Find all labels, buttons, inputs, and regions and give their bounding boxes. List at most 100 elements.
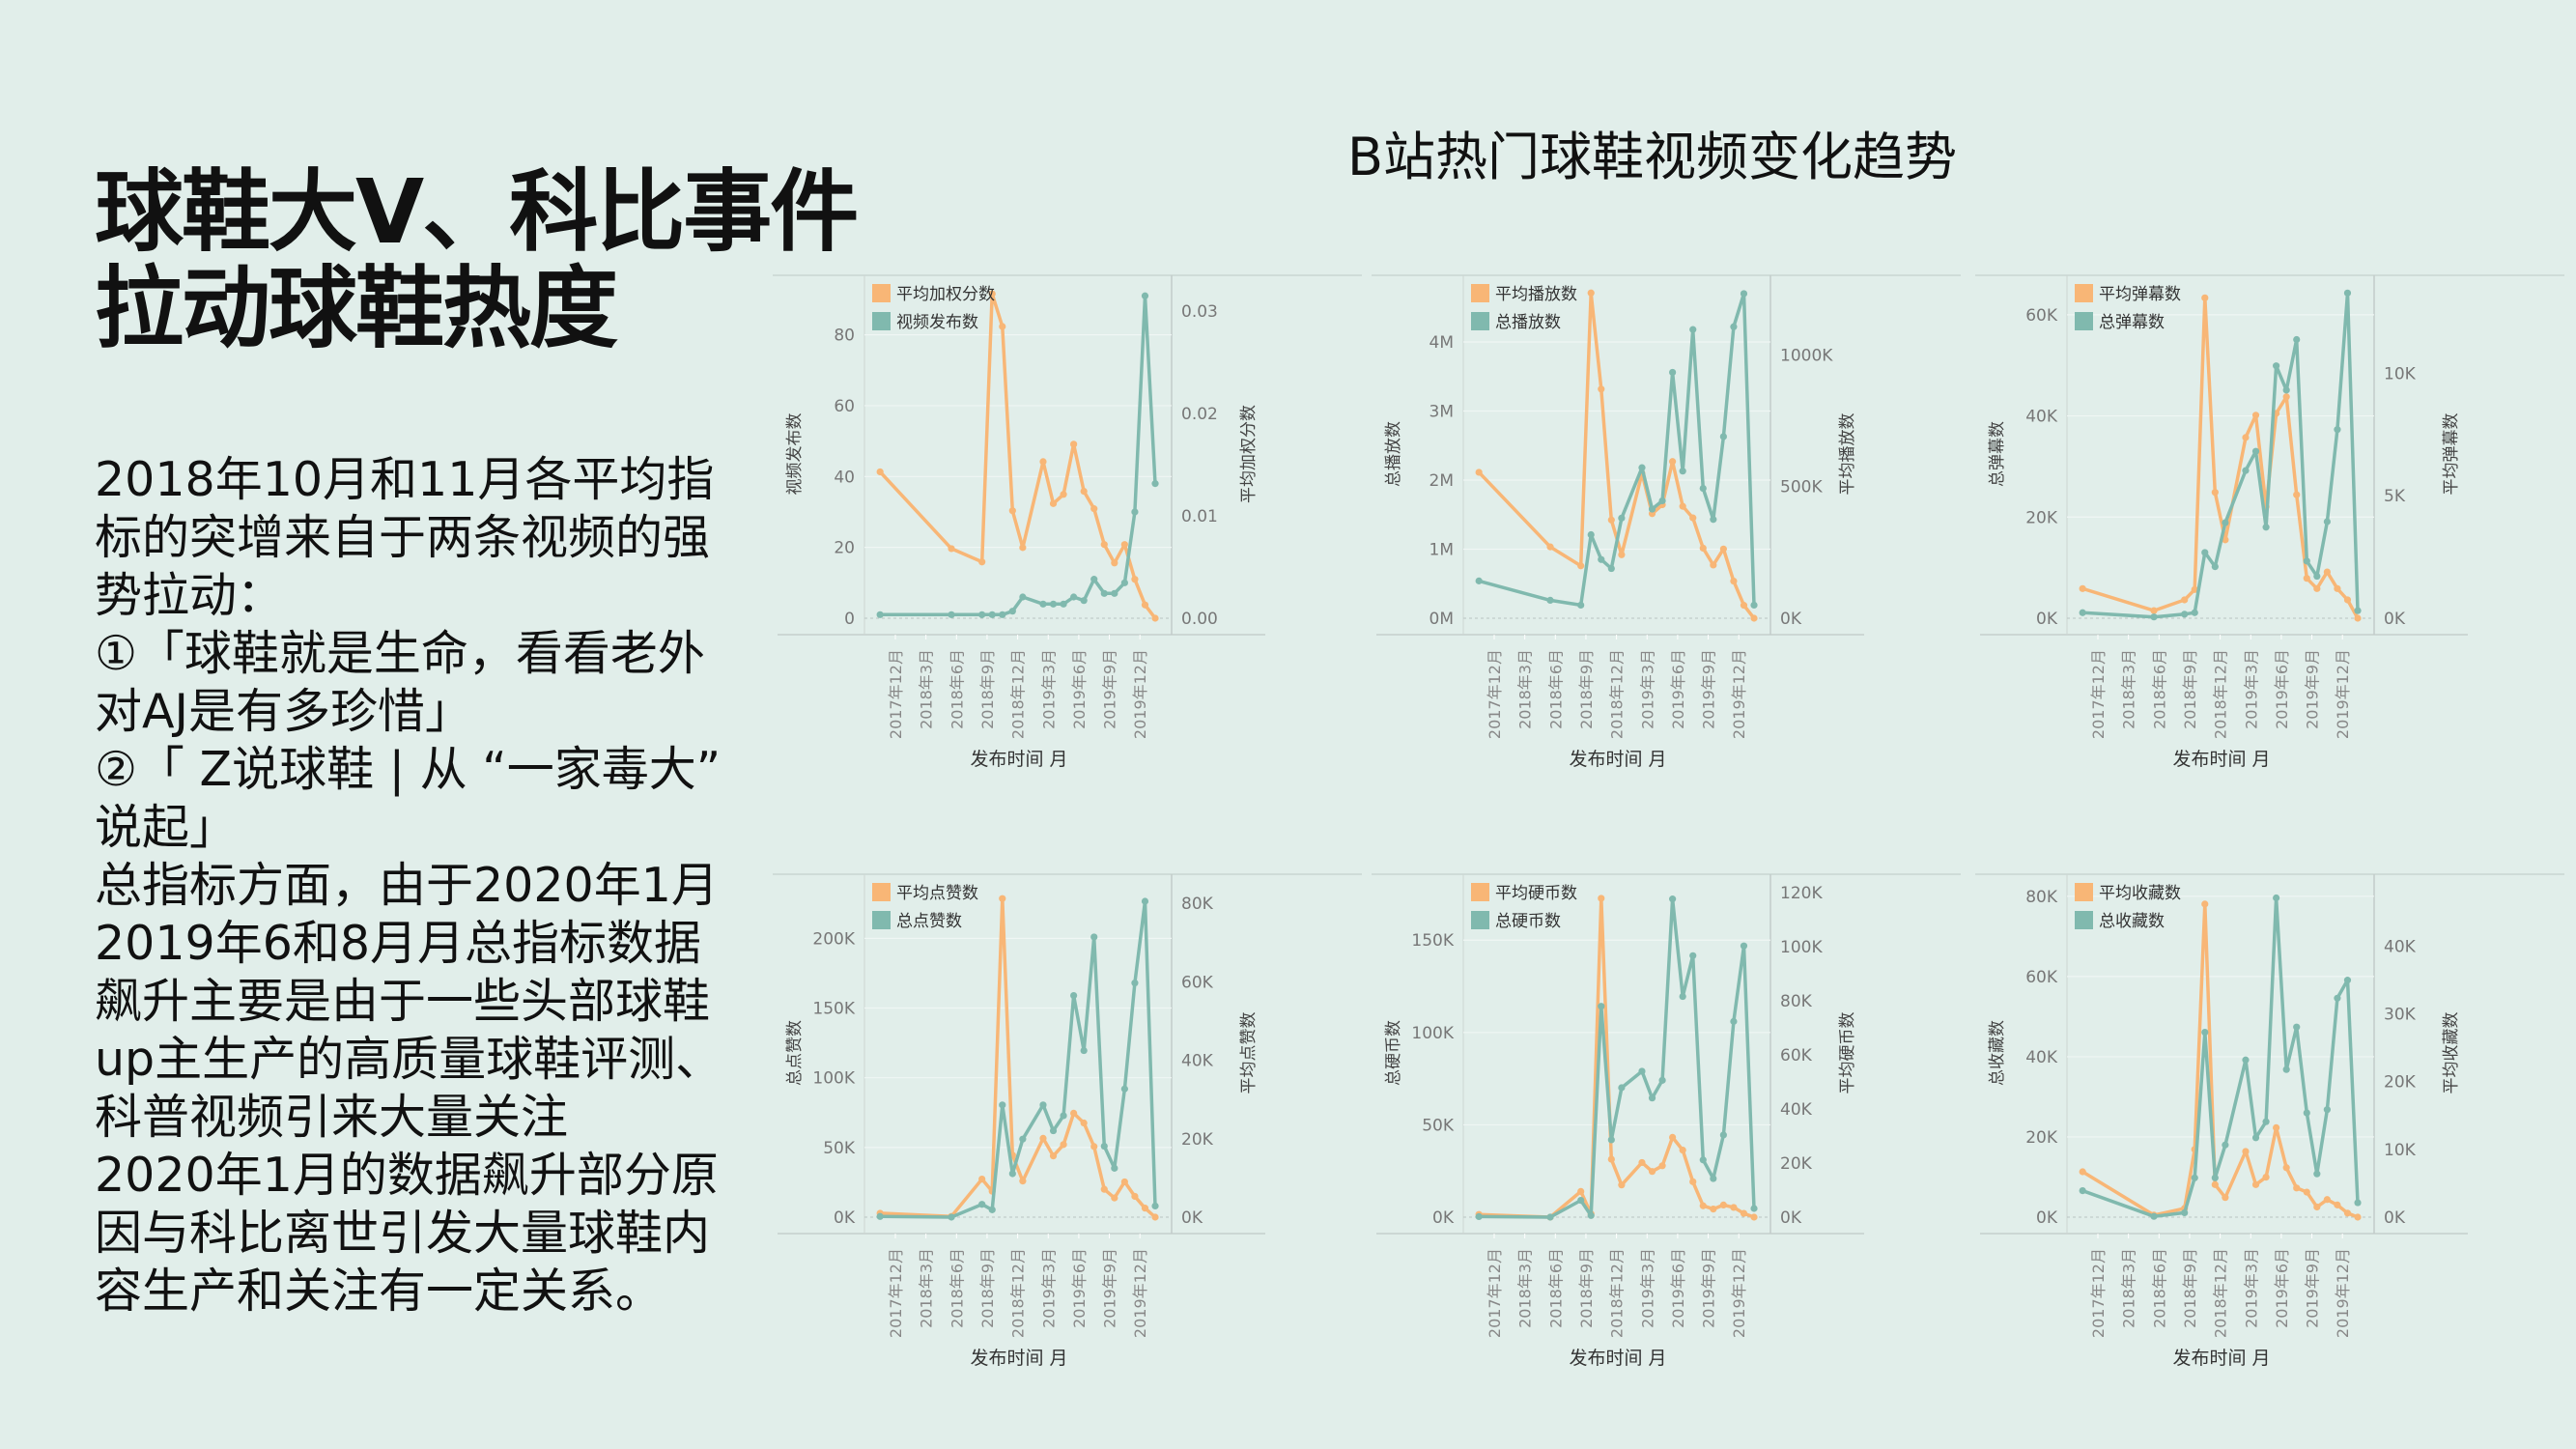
- left-tick-label: 60K: [2025, 306, 2058, 326]
- data-point: [1719, 1201, 1727, 1209]
- data-point: [2303, 557, 2310, 565]
- chart-svg: 0K 50K 100K 150K 0K 20K 40K 60K 80K 100K 120K 2017年…: [1372, 873, 1961, 1369]
- right-tick-label: 10K: [2384, 364, 2417, 384]
- x-tick-label: 2019年6月: [2273, 649, 2291, 729]
- left-axis-title: 总弹幕数: [1988, 421, 2007, 487]
- left-tick-label: 2M: [1430, 471, 1454, 491]
- data-point: [2343, 596, 2352, 604]
- data-point: [1577, 1197, 1585, 1205]
- legend-swatch: [2075, 312, 2093, 330]
- data-point: [1587, 289, 1595, 297]
- series-line-total: [880, 294, 1157, 617]
- data-point: [876, 611, 884, 618]
- data-point: [1598, 895, 1605, 902]
- data-point: [1049, 1152, 1058, 1160]
- data-point: [1090, 1143, 1098, 1151]
- chart-svg: 0K 20K 40K 60K 80K 0K 10K 20K 30K 40K 2017年12月 2018…: [1975, 873, 2564, 1369]
- right-tick-label: 0K: [2384, 1208, 2406, 1228]
- data-point: [948, 611, 955, 618]
- x-tick-label: 2019年12月: [2334, 649, 2352, 739]
- data-point: [2242, 1056, 2250, 1064]
- data-point: [1587, 1211, 1595, 1219]
- legend-swatch: [2075, 911, 2093, 929]
- data-point: [948, 545, 955, 553]
- data-point: [1039, 600, 1047, 608]
- data-point: [1070, 593, 1078, 601]
- data-point: [1019, 593, 1027, 601]
- right-tick-label: 80K: [1181, 895, 1214, 914]
- data-point: [2343, 1209, 2352, 1217]
- series-line-total: [2082, 291, 2360, 619]
- x-tick-label: 2018年12月: [2212, 649, 2230, 739]
- right-tick-label: 0.01: [1181, 507, 1218, 526]
- data-point: [1080, 1046, 1088, 1055]
- data-point: [1638, 1067, 1646, 1075]
- data-point: [1070, 440, 1078, 448]
- legend-label: 视频发布数: [896, 313, 978, 332]
- left-tick-label: 100K: [1411, 1024, 1454, 1043]
- data-point: [1618, 1084, 1626, 1092]
- data-point: [1131, 508, 1139, 516]
- x-tick-label: 2017年12月: [1486, 1248, 1504, 1338]
- data-point: [2334, 1201, 2341, 1208]
- data-point: [2211, 1174, 2219, 1181]
- data-point: [1151, 1202, 1159, 1210]
- left-tick-label: 50K: [1422, 1116, 1455, 1135]
- x-tick-label: 2019年6月: [2273, 1248, 2291, 1328]
- data-point: [1740, 942, 1748, 950]
- data-point: [1710, 516, 1717, 524]
- left-tick-label: 80K: [2025, 888, 2058, 907]
- data-point: [1141, 601, 1149, 609]
- right-tick-label: 120K: [1780, 884, 1823, 903]
- x-tick-label: 2018年12月: [1608, 649, 1627, 739]
- data-point: [1730, 323, 1738, 330]
- data-point: [1598, 1003, 1605, 1010]
- data-point: [1090, 576, 1098, 583]
- chart-svg: 0M 1M 2M 3M 4M 0K 500K 1000K 2017年12月 2018年3月 2018…: [1372, 274, 1961, 770]
- data-point: [988, 1206, 996, 1213]
- data-point: [2293, 335, 2301, 344]
- data-point: [2191, 1174, 2198, 1181]
- data-point: [2354, 1213, 2362, 1221]
- data-point: [1607, 1136, 1615, 1144]
- data-point: [1019, 1135, 1027, 1143]
- right-tick-label: 0.02: [1181, 405, 1218, 424]
- series-line-average: [878, 292, 1157, 620]
- data-point: [1475, 577, 1483, 584]
- legend-label: 平均收藏数: [2099, 884, 2181, 903]
- data-point: [1689, 326, 1697, 333]
- data-point: [2222, 519, 2229, 526]
- data-point: [1100, 1142, 1108, 1151]
- data-point: [2222, 1194, 2229, 1202]
- left-tick-label: 60: [834, 397, 855, 416]
- x-tick-label: 2019年12月: [1730, 649, 1748, 739]
- x-tick-label: 2018年3月: [2120, 1248, 2138, 1328]
- data-point: [2323, 518, 2331, 526]
- x-tick-label: 2019年9月: [1101, 649, 1119, 729]
- data-point: [1546, 1213, 1554, 1221]
- left-tick-label: 80: [834, 327, 855, 346]
- data-point: [1060, 1141, 1067, 1149]
- data-point: [1719, 1131, 1727, 1139]
- x-tick-label: 2019年9月: [1101, 1248, 1119, 1328]
- right-axis-title: 平均硬币数: [1838, 1012, 1857, 1094]
- data-point: [1750, 614, 1758, 622]
- x-tick-label: 2019年9月: [1700, 1248, 1718, 1328]
- right-tick-label: 1000K: [1780, 346, 1833, 365]
- left-tick-label: 0K: [1432, 1208, 1455, 1228]
- data-point: [2251, 447, 2260, 455]
- data-point: [2222, 1141, 2229, 1149]
- legend-label: 总硬币数: [1495, 912, 1561, 931]
- legend-swatch: [2075, 284, 2093, 302]
- data-point: [2313, 1203, 2321, 1211]
- data-point: [2343, 289, 2352, 297]
- data-point: [1638, 1158, 1646, 1167]
- left-axis-title: 总收藏数: [1988, 1020, 2007, 1086]
- legend-label: 平均硬币数: [1495, 884, 1577, 903]
- data-point: [1658, 1162, 1666, 1170]
- data-point: [2211, 1180, 2219, 1188]
- right-axis-title: 平均弹幕数: [2442, 413, 2461, 496]
- left-tick-label: 20K: [2025, 1128, 2058, 1148]
- right-axis-title: 平均加权分数: [1239, 405, 1259, 503]
- left-tick-label: 60K: [2025, 968, 2058, 987]
